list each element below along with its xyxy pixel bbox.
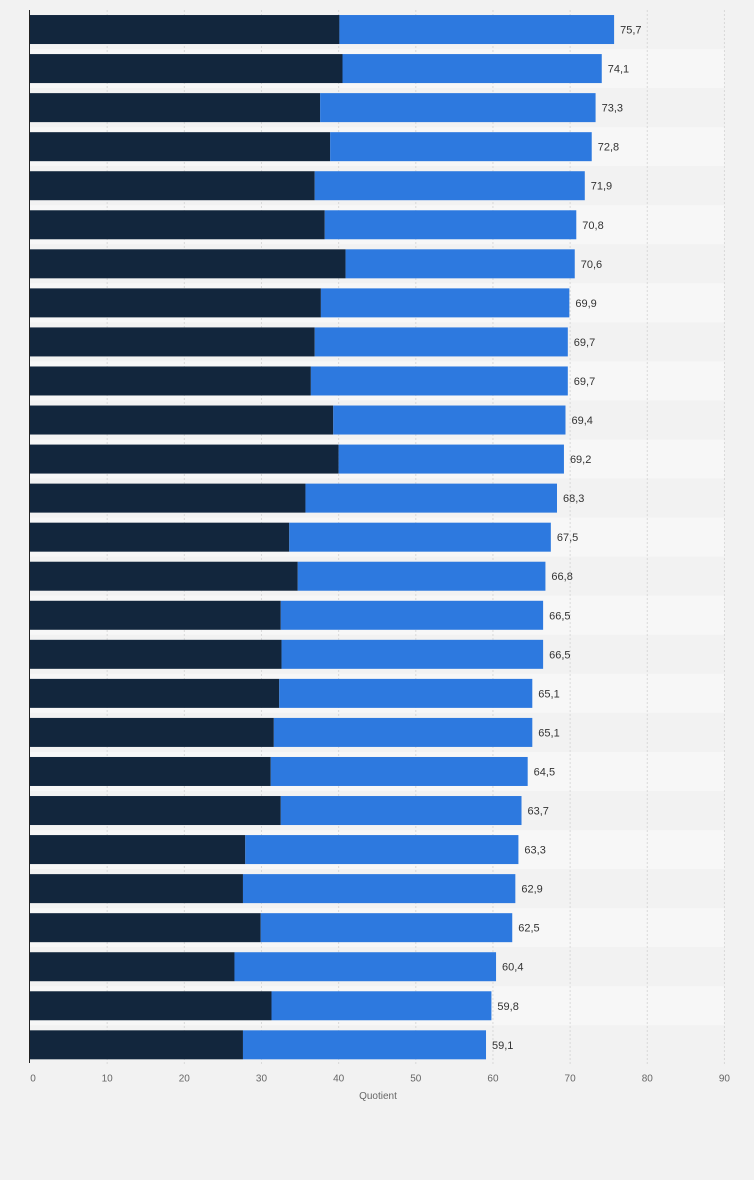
bar-segment-series2 [271, 991, 492, 1021]
bar-segment-series1 [30, 483, 306, 513]
bar-segment-series1 [30, 171, 315, 201]
bar-segment-series1 [30, 991, 272, 1021]
data-label: 63,7 [528, 806, 549, 818]
bar-segment-series1 [30, 874, 243, 904]
x-tick-label: 40 [333, 1073, 345, 1084]
bar-segment-series2 [345, 249, 575, 279]
data-label: 66,8 [551, 571, 572, 583]
data-label: 68,3 [563, 493, 584, 505]
bar-segment-series2 [242, 1030, 487, 1060]
bar-segment-series2 [339, 15, 615, 45]
data-label: 70,8 [582, 220, 603, 232]
bar-segment-series1 [30, 288, 321, 318]
value-labels: 75,7 74,1 73,3 72,8 71,9 70,8 70,6 69,9 69,7 69,7… [492, 25, 642, 1052]
bar-segment-series1 [30, 405, 334, 435]
x-axis-ticks: 0 10 20 30 40 50 60 70 80 90 [30, 1073, 730, 1084]
bar-segment-series1 [30, 327, 315, 357]
bar-segment-series1 [30, 796, 281, 826]
bar-segment-series1 [30, 366, 311, 396]
data-label: 72,8 [598, 142, 619, 154]
data-label: 62,5 [518, 923, 539, 935]
bar-segment-series2 [280, 796, 522, 826]
bar-segment-series1 [30, 1030, 243, 1060]
bar-segment-series1 [30, 249, 346, 279]
bar-segment-series2 [305, 483, 558, 513]
bar-segment-series2 [280, 600, 544, 630]
bar-segment-series1 [30, 756, 271, 786]
bar-segment-series1 [30, 210, 325, 240]
bar-segment-series2 [333, 405, 566, 435]
x-tick-label: 20 [179, 1073, 191, 1084]
bar-segment-series2 [242, 874, 516, 904]
bar-segment-series1 [30, 15, 340, 45]
bar-segment-series1 [30, 835, 246, 865]
bar-segment-series2 [320, 93, 596, 123]
bar-segment-series2 [330, 132, 592, 162]
x-tick-label: 0 [30, 1073, 36, 1084]
data-label: 75,7 [620, 25, 641, 37]
data-label: 69,7 [574, 337, 595, 349]
x-tick-label: 70 [565, 1073, 577, 1084]
x-tick-label: 60 [487, 1073, 499, 1084]
bar-segment-series1 [30, 54, 343, 84]
bar-segment-series2 [314, 171, 585, 201]
x-tick-label: 80 [642, 1073, 654, 1084]
data-label: 66,5 [549, 610, 570, 622]
bar-segment-series1 [30, 132, 331, 162]
bar-segment-series2 [270, 756, 528, 786]
data-label: 59,1 [492, 1040, 513, 1052]
data-label: 63,3 [524, 845, 545, 857]
bar-segment-series1 [30, 444, 339, 474]
x-tick-label: 50 [410, 1073, 422, 1084]
bar-segment-series1 [30, 717, 274, 747]
x-tick-label: 30 [256, 1073, 268, 1084]
data-label: 59,8 [497, 1001, 518, 1013]
x-axis-title: Quotient [359, 1091, 397, 1102]
data-label: 66,5 [549, 649, 570, 661]
bar-segment-series2 [320, 288, 570, 318]
data-label: 69,4 [571, 415, 592, 427]
bar-segment-series2 [279, 678, 533, 708]
bar-segment-series2 [234, 952, 497, 982]
bar-segment-series2 [245, 835, 519, 865]
data-label: 69,7 [574, 376, 595, 388]
bar-segment-series2 [289, 522, 551, 552]
data-label: 69,9 [575, 298, 596, 310]
bar-segment-series2 [314, 327, 568, 357]
bars [30, 15, 615, 1060]
x-tick-label: 90 [719, 1073, 731, 1084]
bar-segment-series1 [30, 561, 298, 591]
data-label: 60,4 [502, 962, 523, 974]
bar-segment-series2 [273, 717, 533, 747]
x-tick-label: 10 [102, 1073, 114, 1084]
bar-segment-series1 [30, 522, 290, 552]
data-label: 67,5 [557, 532, 578, 544]
bar-segment-series1 [30, 639, 282, 669]
bar-segment-series1 [30, 678, 280, 708]
data-label: 71,9 [591, 181, 612, 193]
data-label: 65,1 [538, 688, 559, 700]
bar-segment-series1 [30, 913, 261, 943]
bar-segment-series2 [324, 210, 577, 240]
data-label: 73,3 [602, 103, 623, 115]
bar-segment-series2 [297, 561, 546, 591]
data-label: 74,1 [608, 64, 629, 76]
bar-segment-series1 [30, 600, 281, 630]
bar-segment-series2 [338, 444, 564, 474]
data-label: 65,1 [538, 727, 559, 739]
bar-segment-series2 [281, 639, 544, 669]
bar-segment-series2 [310, 366, 568, 396]
data-label: 69,2 [570, 454, 591, 466]
data-label: 62,9 [521, 884, 542, 896]
data-label: 70,6 [581, 259, 602, 271]
bar-segment-series2 [342, 54, 602, 84]
bar-segment-series1 [30, 952, 235, 982]
data-label: 64,5 [534, 766, 555, 778]
bar-segment-series2 [260, 913, 513, 943]
bar-segment-series1 [30, 93, 321, 123]
